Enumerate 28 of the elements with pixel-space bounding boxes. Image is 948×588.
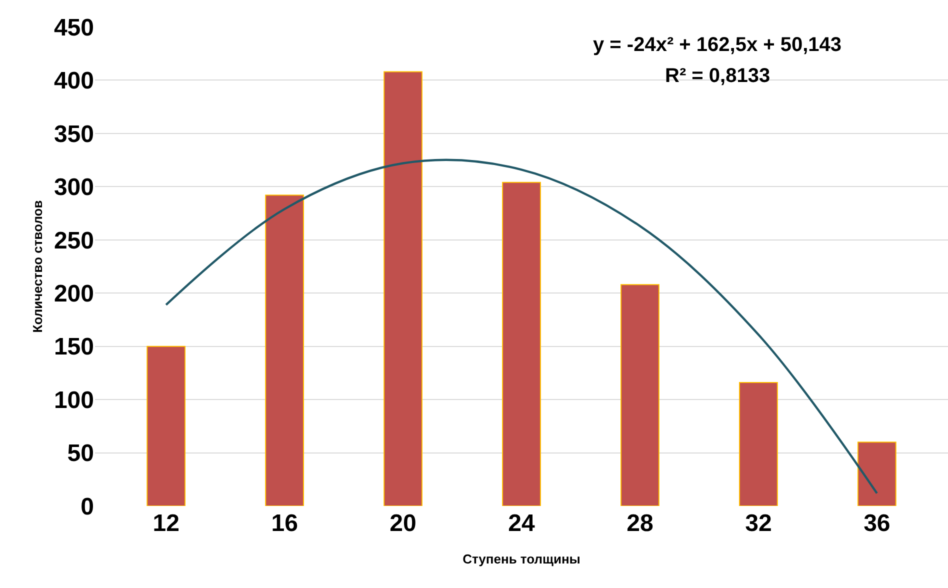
bar — [502, 182, 541, 506]
bar — [738, 382, 778, 506]
bar — [620, 284, 660, 506]
y-tick-label: 100 — [54, 386, 94, 414]
y-tick-label: 50 — [67, 440, 94, 468]
y-tick-label: 150 — [54, 334, 94, 361]
x-tick-label: 20 — [390, 510, 416, 537]
x-axis-title: Ступень толщины — [462, 552, 580, 567]
y-tick-label: 200 — [54, 280, 94, 308]
bar — [384, 71, 422, 506]
x-tick-label: 36 — [864, 510, 890, 537]
bar — [265, 194, 304, 506]
bar — [146, 346, 186, 506]
bar — [857, 442, 896, 506]
y-tick-label: 350 — [54, 120, 94, 148]
x-tick-label: 24 — [508, 510, 536, 537]
x-tick-label: 12 — [152, 510, 180, 537]
annotation: y = -24x² + 162,5x + 50,143 — [593, 34, 842, 56]
y-tick-label: 250 — [54, 227, 94, 254]
x-tick-label: 32 — [745, 510, 772, 537]
y-tick-label: 400 — [54, 68, 94, 95]
x-tick-label: 16 — [271, 510, 298, 537]
y-tick-label: 0 — [80, 493, 94, 520]
y-tick-label: 300 — [54, 174, 94, 202]
annotation: R² = 0,8133 — [665, 65, 770, 87]
y-tick-label: 450 — [54, 14, 94, 42]
x-tick-label: 28 — [626, 510, 654, 537]
y-axis-title: Количество стволов — [30, 200, 45, 333]
